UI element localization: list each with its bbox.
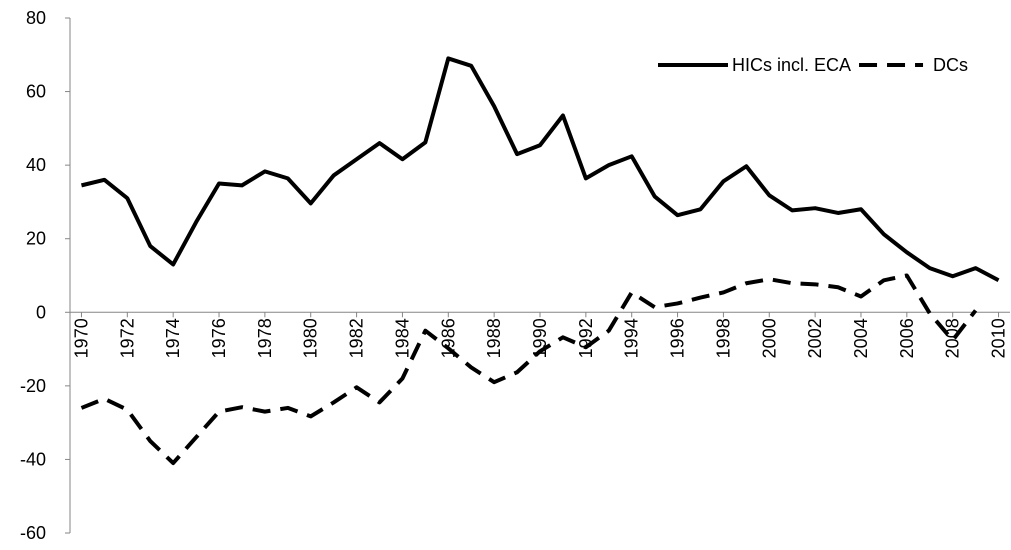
x-tick-label: 2000 xyxy=(759,318,779,358)
x-tick-label: 1998 xyxy=(713,318,733,358)
x-tick-label: 1984 xyxy=(392,318,412,358)
legend-label: HICs incl. ECA xyxy=(732,55,851,75)
y-tick-label: 40 xyxy=(26,155,46,175)
y-tick-label: 0 xyxy=(36,302,46,322)
y-tick-label: -20 xyxy=(20,376,46,396)
x-tick-label: 1974 xyxy=(163,318,183,358)
x-tick-label: 1994 xyxy=(622,318,642,358)
legend-label: DCs xyxy=(933,55,968,75)
x-tick-label: 1982 xyxy=(347,318,367,358)
x-tick-label: 2006 xyxy=(897,318,917,358)
y-tick-label: 60 xyxy=(26,82,46,102)
series-line xyxy=(80,56,1000,283)
x-tick-label: 1980 xyxy=(301,318,321,358)
x-tick-label: 2002 xyxy=(805,318,825,358)
y-tick-label: -60 xyxy=(20,523,46,543)
x-tick-label: 1992 xyxy=(576,318,596,358)
x-tick-label: 1988 xyxy=(484,318,504,358)
x-tick-label: 1972 xyxy=(117,318,137,358)
y-tick-label: 80 xyxy=(26,8,46,28)
x-tick-label: 1986 xyxy=(438,318,458,358)
x-tick-label: 1970 xyxy=(71,318,91,358)
x-tick-label: 1978 xyxy=(255,318,275,358)
y-tick-label: -40 xyxy=(20,449,46,469)
series-line xyxy=(80,273,978,466)
x-tick-label: 2008 xyxy=(943,318,963,358)
x-tick-label: 2004 xyxy=(851,318,871,358)
x-tick-label: 1996 xyxy=(668,318,688,358)
x-tick-label: 2010 xyxy=(989,318,1009,358)
y-tick-label: 20 xyxy=(26,229,46,249)
x-tick-label: 1976 xyxy=(209,318,229,358)
